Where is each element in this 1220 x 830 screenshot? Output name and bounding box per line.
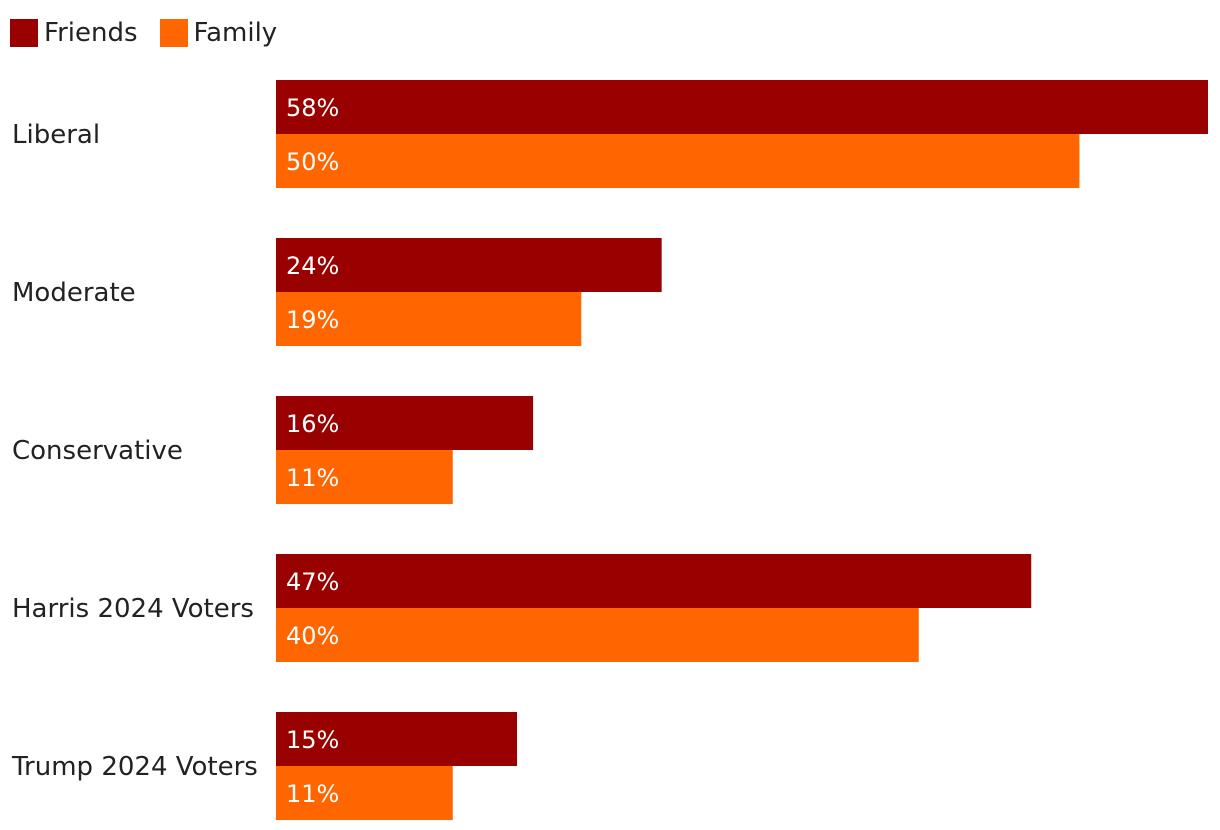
bar-value-label-family: 11% [286, 780, 339, 808]
legend-label-family: Family [193, 18, 278, 48]
category-label: Moderate [12, 278, 136, 308]
legend-item-friends: Friends [10, 18, 138, 48]
bar-value-label-family: 40% [286, 622, 339, 650]
legend: Friends Family [10, 18, 299, 48]
bar-value-label-friends: 24% [286, 252, 339, 280]
category-group: Moderate 24% 19% [12, 238, 662, 346]
bar-friends [276, 396, 534, 450]
bar-value-label-friends: 15% [286, 726, 339, 754]
bar-friends [276, 80, 1208, 134]
bar-family [276, 134, 1080, 188]
bar-value-label-friends: 16% [286, 410, 339, 438]
category-label: Trump 2024 Voters [11, 752, 258, 782]
bar-value-label-friends: 58% [286, 94, 339, 122]
bar-family [276, 292, 582, 346]
bar-value-label-family: 50% [286, 148, 339, 176]
category-label: Harris 2024 Voters [12, 594, 254, 624]
bar-family [276, 766, 453, 820]
bar-friends [276, 712, 518, 766]
category-group: Liberal 58% 50% [12, 80, 1208, 188]
legend-item-family: Family [159, 18, 278, 48]
category-group: Trump 2024 Voters 15% 11% [11, 712, 518, 820]
bar-friends [276, 554, 1032, 608]
category-label: Liberal [12, 120, 100, 150]
legend-swatch-family [159, 19, 188, 47]
category-group: Conservative 16% 11% [12, 396, 534, 504]
bar-value-label-family: 11% [286, 464, 339, 492]
category-label: Conservative [12, 436, 183, 466]
bar-friends [276, 238, 662, 292]
bar-family [276, 608, 919, 662]
category-group: Harris 2024 Voters 47% 40% [12, 554, 1032, 662]
legend-swatch-friends [10, 19, 38, 47]
bar-value-label-family: 19% [286, 306, 339, 334]
bar-family [276, 450, 453, 504]
bar-value-label-friends: 47% [286, 568, 339, 596]
legend-label-friends: Friends [44, 18, 138, 48]
